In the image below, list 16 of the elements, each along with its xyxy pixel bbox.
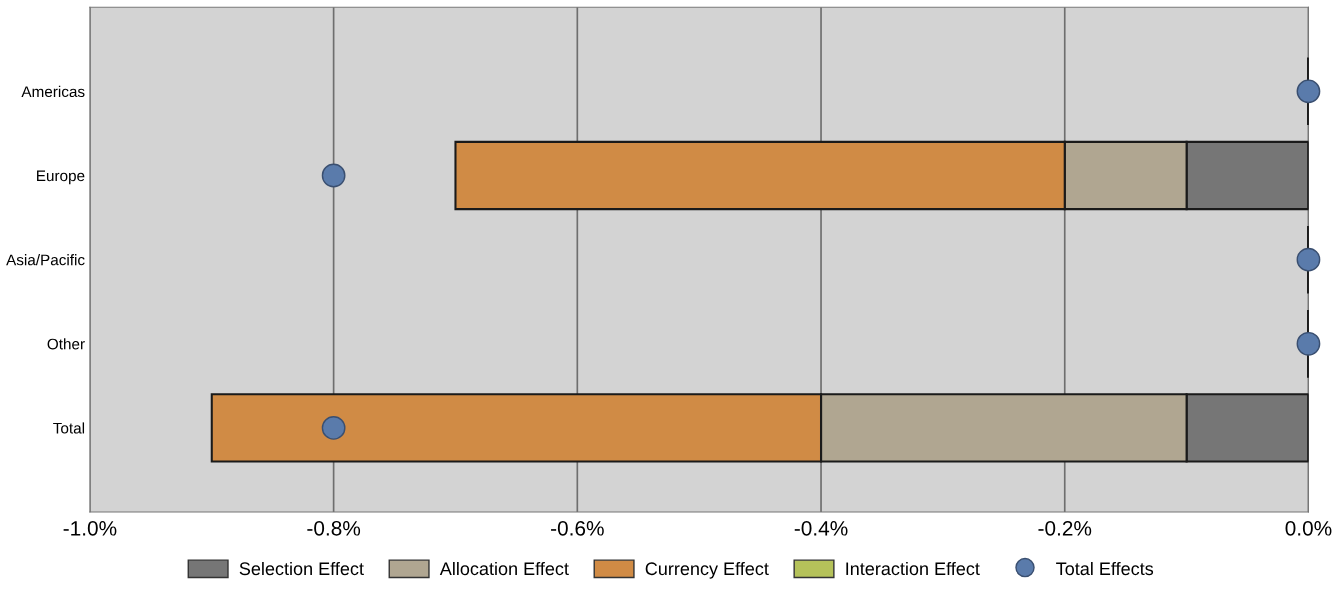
x-tick-label: -0.6%: [551, 520, 604, 536]
legend-label: Total Effects: [1056, 561, 1154, 576]
y-tick-label: Europe: [37, 170, 85, 185]
x-tick-label: -0.4%: [794, 520, 848, 536]
legend-label: Interaction Effect: [846, 561, 980, 576]
x-tick-label: -0.8%: [307, 520, 361, 536]
x-tick-label: 0.0%: [1285, 520, 1332, 536]
legend-label: Selection Effect: [239, 561, 364, 576]
y-tick-label: Other: [47, 338, 85, 350]
legend-label: Allocation Effect: [439, 561, 569, 576]
x-tick-label: -1.0%: [63, 520, 117, 536]
y-tick-label: Asia/Pacific: [6, 254, 85, 266]
y-tick-label: Total: [53, 422, 85, 434]
y-tick-label: Americas: [21, 85, 85, 98]
legend-label: Currency Effect: [645, 561, 769, 579]
x-tick-label: -0.2%: [1038, 520, 1092, 536]
